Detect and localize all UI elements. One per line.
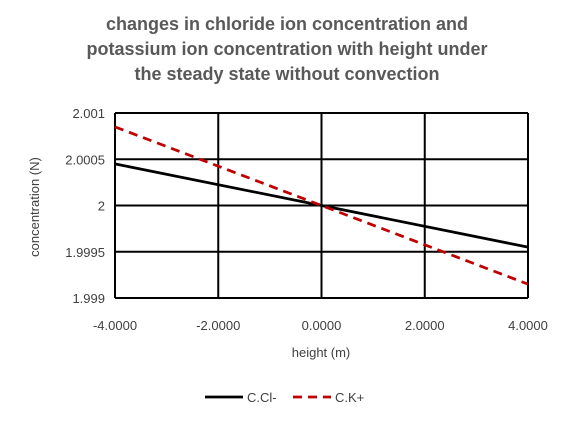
chart-title-line-2: potassium ion concentration with height … [86, 39, 487, 59]
x-tick-label: 4.0000 [508, 318, 548, 333]
y-axis-label: concentration (N) [27, 157, 42, 257]
x-axis-ticks: -4.0000 -2.0000 0.0000 2.0000 4.0000 [93, 318, 548, 333]
legend-label: C.Cl- [247, 390, 277, 405]
x-tick-label: -4.0000 [93, 318, 137, 333]
x-axis-label: height (m) [292, 345, 351, 360]
x-tick-label: 2.0000 [405, 318, 445, 333]
x-tick-label: 0.0000 [302, 318, 342, 333]
series-line-potassium [114, 125, 529, 286]
legend: C.Cl- C.K+ [205, 390, 364, 405]
y-tick-label: 2.0005 [65, 152, 105, 167]
chart-title: changes in chloride ion concentration an… [86, 14, 487, 84]
grid [114, 112, 529, 299]
chart-title-line-1: changes in chloride ion concentration an… [106, 14, 468, 34]
y-axis-ticks: 1.999 1.9995 2 2.0005 2.001 [65, 106, 105, 306]
y-tick-label: 1.9995 [65, 245, 105, 260]
x-tick-label: -2.0000 [196, 318, 240, 333]
legend-label: C.K+ [335, 390, 364, 405]
y-tick-label: 2.001 [72, 106, 105, 121]
chart-title-line-3: the steady state without convection [134, 64, 439, 84]
y-tick-label: 2 [98, 199, 105, 214]
series-line-chloride [114, 162, 529, 249]
y-tick-label: 1.999 [72, 291, 105, 306]
series-lines [114, 125, 529, 286]
